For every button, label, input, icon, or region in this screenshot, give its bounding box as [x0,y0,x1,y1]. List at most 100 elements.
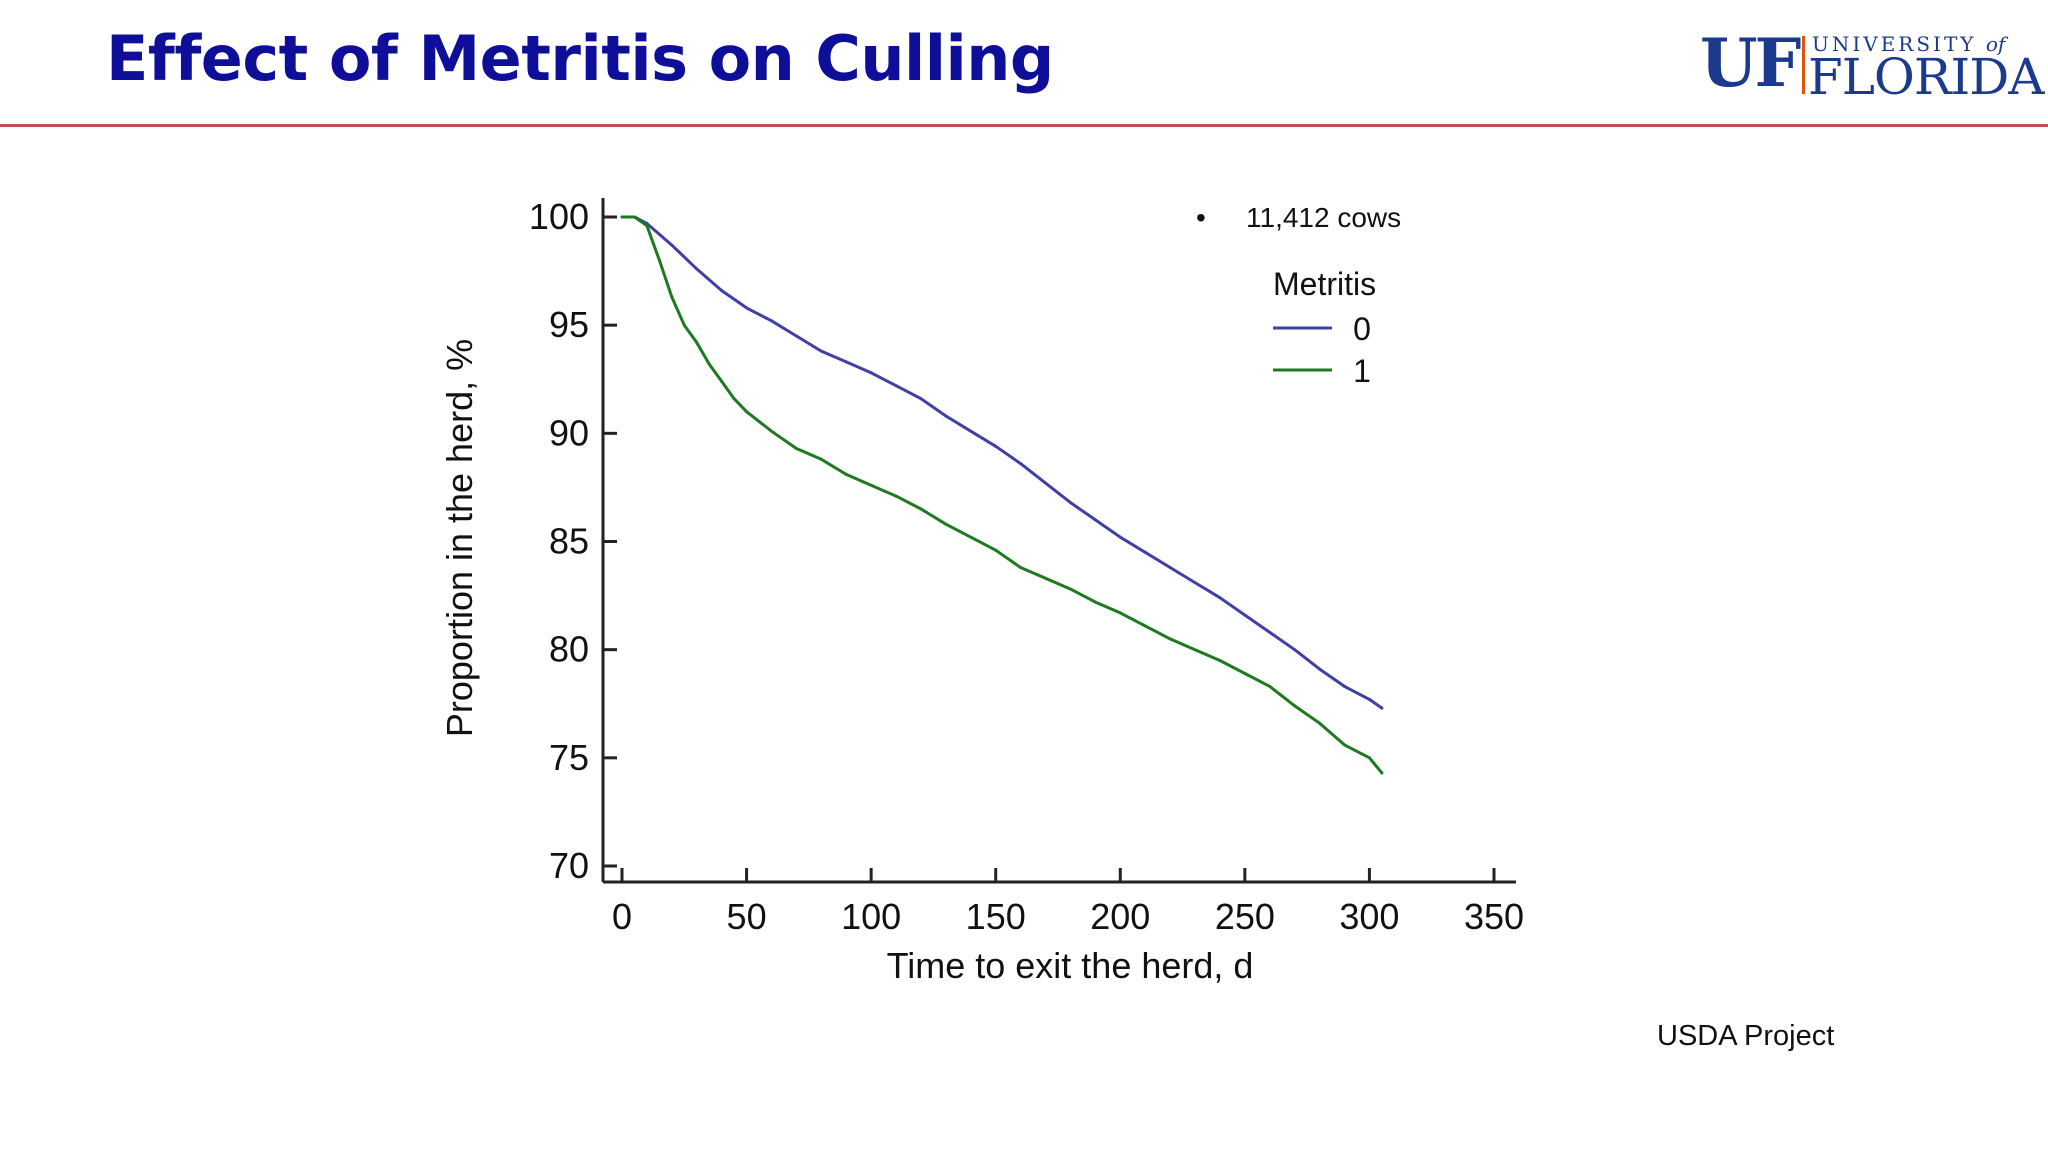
logo-separator [1802,36,1805,94]
series-1-point [770,429,773,433]
x-tick-label: 250 [1215,896,1275,937]
series-1-point [944,522,948,526]
series-1-point [869,483,873,487]
series-0-point [1193,581,1197,585]
legend-label-1: 1 [1353,353,1371,389]
x-tick-label: 0 [612,896,632,937]
bullet-dot: • [1196,202,1206,233]
series-0-point [969,429,973,433]
series-0-point [1318,667,1322,671]
series-0-point [869,371,873,375]
logo-university-word: UNIVERSITY [1812,32,1977,56]
university-of-florida-logo: UF UNIVERSITY of FLORIDA [1700,24,2044,106]
series-0-point [770,319,773,323]
series-1-point [1318,721,1322,725]
series-0-point [1118,535,1122,539]
series-1-point [1367,756,1371,760]
x-tick-label: 150 [966,896,1026,937]
series-0-point [819,349,823,353]
slide-title: Effect of Metritis on Culling [106,22,1054,95]
series-1-point [1019,566,1023,569]
series-0-point [944,414,948,418]
series-0-point [794,334,798,338]
series-1-point [682,323,686,327]
series-1-point [1380,771,1384,775]
y-axis-label: Proportion in the herd, % [439,339,480,737]
series-0-point [670,243,674,247]
x-tick-label: 300 [1339,896,1399,937]
series-1-point [620,215,624,219]
series-1-point [894,494,898,498]
series-0-point [1367,697,1371,701]
survival-chart: 0 50 100 150 200 250 300 350 100 95 90 85 80 75 70 Me… [439,196,1524,986]
series-1-point [1093,600,1097,604]
series-1-point [720,379,724,383]
legend-title: Metritis [1273,266,1376,302]
series-0-point [1168,566,1172,569]
series-1-point [645,224,649,228]
series-1-point [1168,637,1172,641]
series-1-point [994,548,998,552]
chart-axes [601,198,1516,884]
series-1-point [1069,587,1072,591]
x-tick-label: 200 [1090,896,1150,937]
series-1-point [969,535,973,539]
bullet-note: • 11,412 cows [1196,202,1401,234]
x-tick-label: 100 [841,896,901,937]
y-axis-ticks: 100 95 90 85 80 75 70 [529,196,617,886]
series-0-point [1218,596,1222,600]
series-0-point [745,306,749,310]
logo-university-text: UNIVERSITY of [1812,32,2005,56]
series-0-point [1069,501,1072,505]
series-1-point [707,362,711,366]
series-0-point [1143,550,1147,554]
series-0-point [1093,518,1097,522]
series-0-point [1343,684,1346,688]
series-lines [620,215,1384,775]
series-0-point [844,360,848,364]
series-1-point [745,410,749,414]
series-1-point [794,447,798,450]
x-axis-ticks: 0 50 100 150 200 250 300 350 [612,868,1524,937]
series-1-point [657,258,661,262]
y-tick-label: 75 [549,737,589,778]
series-1-point [919,507,923,511]
series-1-point [844,472,848,476]
bullet-note-text: 11,412 cows [1246,202,1402,233]
series-1-point [1268,684,1272,688]
series-1-point [1044,576,1047,580]
series-0-point [919,397,923,401]
y-tick-label: 95 [549,304,589,345]
series-1-point [1218,659,1222,662]
series-1-point [1143,624,1147,628]
series-1-point [1118,611,1122,615]
x-axis-label: Time to exit the herd, d [887,945,1254,986]
series-0-point [1293,648,1297,652]
series-1-point [1243,672,1247,675]
logo-of-word: of [1985,32,2006,56]
series-1-point [1343,743,1346,747]
series-0-point [1019,462,1023,466]
chart-legend: Metritis 0 1 [1273,266,1376,389]
y-tick-label: 70 [549,845,589,886]
source-note: USDA Project [1657,1020,1835,1052]
series-1-point [1193,648,1197,652]
logo-uf-mark: UF [1700,24,1801,102]
series-0-point [1243,613,1247,617]
y-tick-label: 80 [549,629,589,670]
series-0-point [1268,630,1272,634]
series-1-point [1293,704,1297,708]
series-1-point [819,457,823,461]
series-0-point [720,289,724,293]
series-0-point [1380,706,1384,710]
y-tick-label: 90 [549,412,589,453]
series-0-point [894,384,898,388]
y-tick-label: 100 [529,196,589,237]
header-divider [0,124,2048,127]
series-line-0 [622,215,1383,710]
x-tick-label: 50 [727,896,767,937]
legend-label-0: 0 [1353,311,1371,347]
series-1-point [695,341,699,344]
series-0-point [1044,481,1047,485]
series-0-point [994,444,998,448]
